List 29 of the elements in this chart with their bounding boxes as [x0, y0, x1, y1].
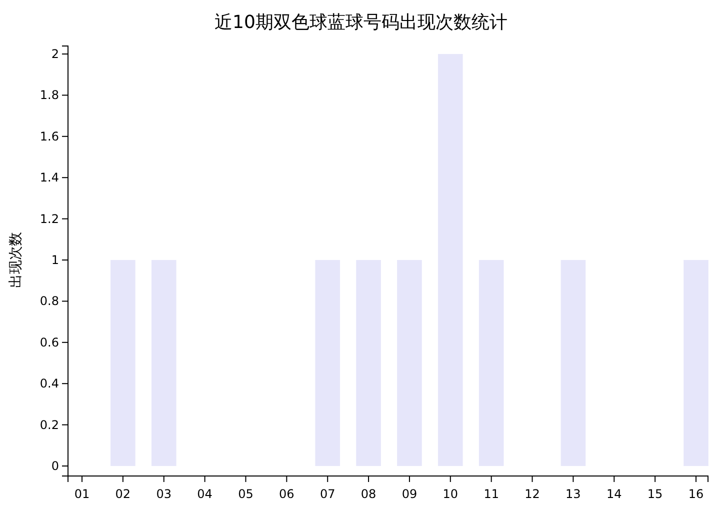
x-tick-label: 10 [442, 487, 458, 501]
x-tick-label: 13 [566, 487, 581, 501]
x-tick-label: 03 [156, 487, 172, 501]
x-tick-label: 01 [74, 487, 90, 501]
y-tick-label: 1.2 [40, 212, 59, 226]
chart-title: 近10期双色球蓝球号码出现次数统计 [214, 12, 508, 33]
y-tick-label: 0.2 [40, 418, 59, 432]
x-tick-label: 04 [197, 487, 212, 501]
y-tick-label: 0 [51, 459, 59, 473]
y-tick-label: 1.8 [40, 88, 59, 102]
x-tick-label: 11 [484, 487, 499, 501]
x-tick-label: 08 [360, 487, 376, 501]
x-tick-label: 14 [606, 487, 622, 501]
x-tick-label: 07 [320, 487, 336, 501]
y-tick-label: 0.6 [40, 335, 59, 350]
y-tick-label: 1 [51, 253, 59, 267]
y-tick-label: 1.4 [40, 170, 59, 185]
x-tick-label: 12 [524, 487, 540, 501]
x-tick-label: 15 [647, 487, 663, 501]
y-tick-label: 0.8 [40, 294, 59, 308]
x-tick-label: 02 [115, 487, 131, 501]
y-axis-title: 出现次数 [8, 232, 24, 288]
x-tick-label: 06 [279, 487, 294, 501]
y-tick-label: 0.4 [40, 376, 59, 391]
y-tick-label: 1.6 [40, 129, 59, 144]
x-tick-label: 16 [688, 487, 704, 501]
x-tick-label: 05 [238, 487, 254, 501]
y-tick-label: 2 [51, 47, 59, 61]
x-tick-label: 09 [402, 487, 418, 501]
